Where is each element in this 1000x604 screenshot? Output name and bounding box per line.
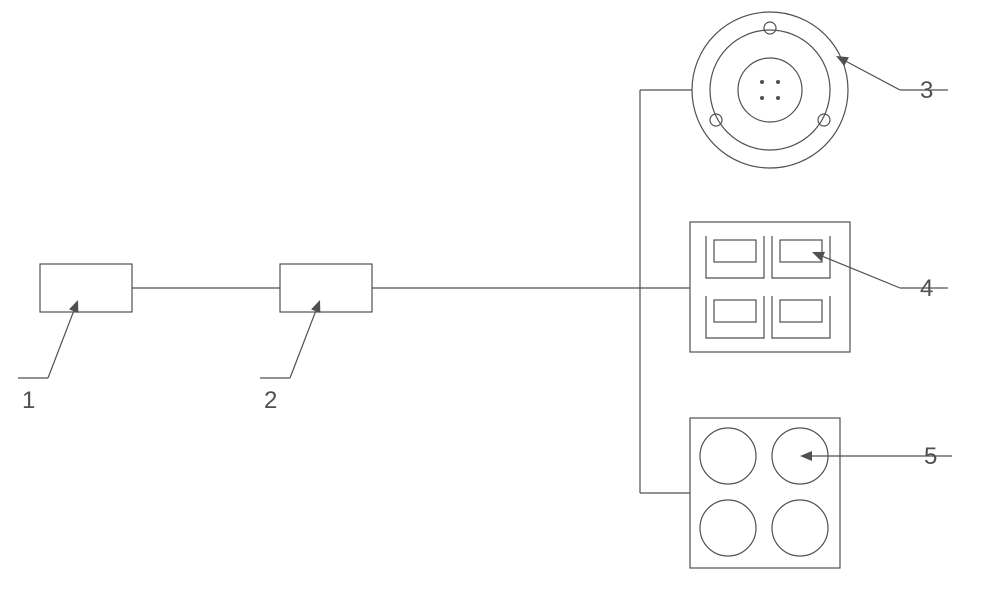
callout-label-c2: 2	[264, 387, 277, 414]
flange-center-dot-1	[776, 80, 780, 84]
module-5-hole-3	[772, 500, 828, 556]
module-4-slot-2	[706, 296, 764, 338]
callout-arrowhead-c5	[800, 451, 812, 461]
flange-center-dot-2	[760, 96, 764, 100]
flange-mid-circle	[710, 30, 830, 150]
callout-leader-c4	[823, 257, 900, 288]
module-4-inner-0	[714, 240, 756, 262]
flange-center-dot-3	[776, 96, 780, 100]
module-4-slot-3	[772, 296, 830, 338]
module-5-hole-0	[700, 428, 756, 484]
callout-leader-c3	[847, 62, 900, 90]
callout-label-c3: 3	[920, 77, 933, 104]
callout-arrowhead-c1	[69, 300, 78, 313]
flange-inner-circle	[738, 58, 802, 122]
callout-label-c5: 5	[924, 443, 937, 470]
flange-outer-circle	[692, 12, 848, 168]
callout-arrowhead-c2	[311, 300, 320, 313]
callout-leader-c2	[290, 311, 316, 378]
module-4-inner-2	[714, 300, 756, 322]
flange-bolt-hole-0	[764, 22, 776, 34]
callout-leader-c1	[48, 311, 74, 378]
module-4-inner-3	[780, 300, 822, 322]
module-5-hole-2	[700, 500, 756, 556]
callout-label-c4: 4	[920, 275, 933, 302]
module-5-outline	[690, 418, 840, 568]
block-1	[40, 264, 132, 312]
module-4-slot-0	[706, 236, 764, 278]
flange-center-dot-0	[760, 80, 764, 84]
module-4-inner-1	[780, 240, 822, 262]
callout-arrowhead-c3	[836, 56, 849, 66]
callout-arrowhead-c4	[812, 252, 825, 261]
callout-label-c1: 1	[22, 387, 35, 414]
block-2	[280, 264, 372, 312]
